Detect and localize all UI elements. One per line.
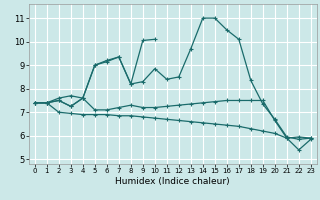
X-axis label: Humidex (Indice chaleur): Humidex (Indice chaleur)	[116, 177, 230, 186]
